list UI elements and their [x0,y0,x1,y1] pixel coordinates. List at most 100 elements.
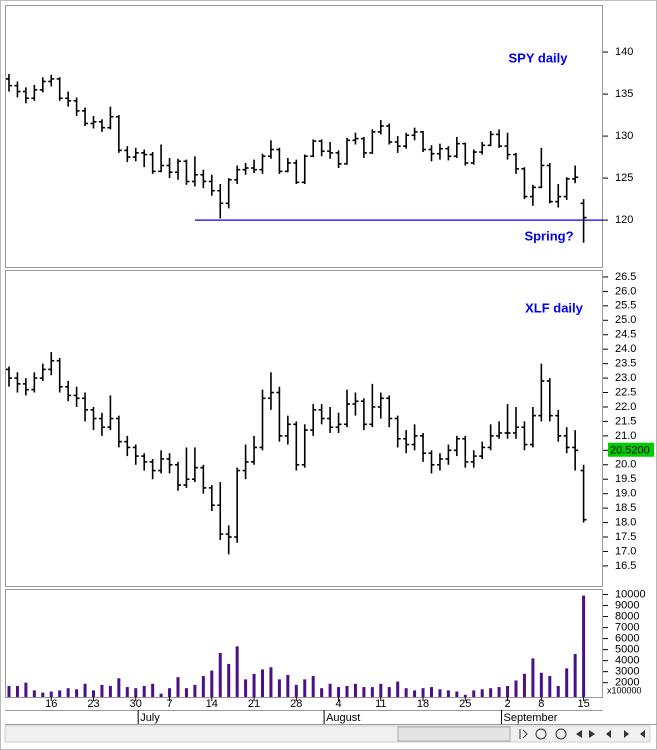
y-tick-label: 4000 [615,655,639,667]
volume-bar [489,688,493,697]
volume-bar [201,676,205,697]
y-tick-label: 125 [615,172,633,184]
x-tick-label: 18 [417,698,429,710]
y-tick-label: 7000 [615,621,639,633]
x-tick-label: 4 [335,698,341,710]
y-tick-label: 17.5 [615,531,636,543]
volume-bar [92,690,95,697]
volume-bar [227,663,231,697]
volume-bar [168,688,172,697]
volume-bar [506,685,510,697]
volume-bar [269,667,273,697]
scroll-right[interactable] [624,730,629,738]
volume-bar [176,677,180,697]
volume-bar [15,685,19,697]
volume-bar [438,689,442,697]
y-tick-label: 6000 [615,632,639,644]
volume-bar [463,694,467,697]
xlf-panel [5,270,603,587]
month-label: July [140,712,160,724]
x-tick-label: 25 [459,698,471,710]
volume-bar [159,693,163,697]
volume-bar [446,690,450,697]
volume-bar [531,658,535,697]
volume-bar [387,687,391,697]
volume-bar [83,683,87,697]
y-tick-label: 19.5 [615,473,636,485]
volume-bar [75,689,79,697]
play-buttons[interactable] [576,730,595,738]
volume-bar [244,679,248,697]
x-tick-label: 21 [248,698,260,710]
x-tick-label: 30 [130,698,142,710]
zoom-in-button[interactable] [535,728,547,740]
volume-bar [49,691,53,697]
y-tick-label: 9000 [615,599,639,611]
scroll-left[interactable] [606,730,611,738]
scroll-start[interactable] [640,730,645,738]
y-tick-label: 22.0 [615,401,636,413]
volume-bar [379,683,383,697]
volume-bar [294,684,298,697]
volume-bar [455,691,459,697]
volume-bar [497,687,501,697]
volume-bar [24,682,28,697]
chart-title: SPY daily [508,50,568,65]
volume-bar [522,673,526,697]
y-tick-label: 2000 [615,677,639,689]
y-tick-label: 20.0 [615,459,636,471]
y-tick-label: 17.0 [615,545,636,557]
unit-label: x100000 [607,685,642,695]
volume-bar [125,687,129,697]
y-tick-label: 130 [615,130,633,142]
y-tick-label: 21.5 [615,415,636,427]
y-tick-label: 10000 [615,588,646,600]
x-tick-label: 14 [206,698,218,710]
y-tick-label: 25.5 [615,300,636,312]
y-tick-label: 23.0 [615,372,636,384]
x-tick-label: 7 [166,698,172,710]
volume-bar [184,688,188,697]
y-tick-label: 21.0 [615,430,636,442]
y-tick-label: 3000 [615,666,639,678]
y-tick-label: 26.5 [615,271,636,283]
scroll-track[interactable] [4,725,651,743]
scroll-thumb[interactable] [397,726,511,742]
volume-bar [58,690,62,697]
volume-bar [556,685,560,697]
reset-button[interactable] [519,729,528,739]
y-tick-label: 19.0 [615,488,636,500]
y-tick-label: 24.5 [615,329,636,341]
zoom-out-button[interactable] [555,728,567,740]
volume-bar [66,688,70,697]
volume-bar [32,690,36,697]
volume-bar [235,646,239,697]
chart-title: XLF daily [525,300,584,315]
volume-bar [514,680,518,697]
volume-panel [5,589,603,698]
x-tick-label: 8 [538,698,544,710]
y-tick-label: 120 [615,214,633,226]
volume-bar [370,687,374,697]
x-tick-label: 23 [87,698,99,710]
x-tick-label: 15 [577,698,589,710]
scrollbar[interactable] [4,725,651,743]
volume-bar [7,685,11,697]
last-price-box [608,442,654,457]
x-tick-label: 11 [375,698,386,710]
y-tick-label: 16.5 [615,560,636,572]
volume-bar [311,676,315,697]
y-tick-label: 23.5 [615,358,636,370]
volume-bar [41,692,45,697]
volume-bar [548,676,552,697]
volume-bar [286,674,290,697]
volume-bar [413,690,417,697]
volume-bar [573,654,577,697]
last-price-label: 20.5200 [610,445,650,457]
volume-bar [218,652,222,697]
x-tick-label: 2 [504,698,510,710]
volume-bar [261,669,264,697]
volume-bar [337,687,341,697]
volume-bar [362,687,366,697]
month-label: August [326,712,360,724]
